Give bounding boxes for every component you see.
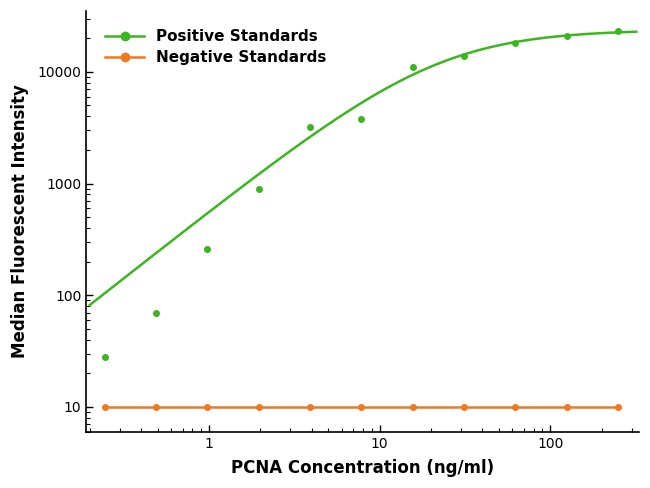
Legend: Positive Standards, Negative Standards: Positive Standards, Negative Standards	[99, 23, 332, 71]
Y-axis label: Median Fluorescent Intensity: Median Fluorescent Intensity	[11, 84, 29, 358]
X-axis label: PCNA Concentration (ng/ml): PCNA Concentration (ng/ml)	[231, 459, 494, 477]
